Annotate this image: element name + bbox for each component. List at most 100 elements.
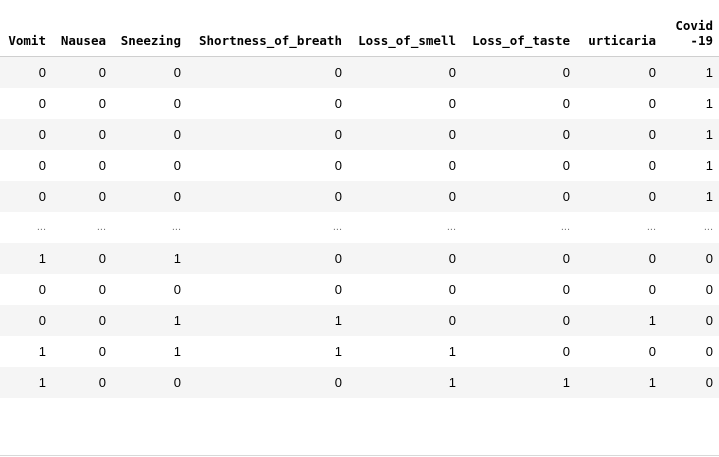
table-cell: 0 (348, 56, 462, 88)
table-cell: 0 (112, 56, 187, 88)
column-header: Nausea (52, 14, 112, 57)
table-cell: ... (0, 211, 52, 243)
table-cell: ... (52, 211, 112, 243)
table-cell: 0 (348, 304, 462, 336)
table-cell: 0 (52, 118, 112, 150)
table-cell: 0 (576, 180, 662, 212)
table-cell: 0 (0, 180, 52, 212)
table-cell: 0 (187, 149, 348, 181)
table-cell: 0 (462, 180, 576, 212)
table-cell: 1 (662, 87, 719, 119)
table-cell: 1 (348, 366, 462, 398)
table-cell: 0 (187, 56, 348, 88)
dataframe-table: Vomit Nausea Sneezing Shortness_of_breath Lo… (0, 14, 719, 398)
table-cell: 1 (662, 118, 719, 150)
column-header: Sneezing (112, 14, 187, 57)
table-cell: 0 (52, 149, 112, 181)
table-cell: 1 (662, 149, 719, 181)
table-cell: 0 (576, 118, 662, 150)
table-cell: 0 (576, 335, 662, 367)
table-cell: 1 (0, 335, 52, 367)
table-cell: 0 (576, 56, 662, 88)
table-cell: 0 (462, 56, 576, 88)
table-cell: 1 (576, 304, 662, 336)
table-cell: 0 (0, 56, 52, 88)
table-cell: 0 (112, 273, 187, 305)
column-header: Loss_of_taste (462, 14, 576, 57)
table-cell: 0 (112, 149, 187, 181)
table-cell: 0 (576, 149, 662, 181)
table-cell: 0 (112, 87, 187, 119)
table-cell: 1 (187, 335, 348, 367)
table-cell: 0 (52, 180, 112, 212)
table-cell: ... (462, 211, 576, 243)
table-cell: 0 (112, 118, 187, 150)
table-cell: 0 (187, 366, 348, 398)
table-cell: 0 (348, 87, 462, 119)
table-cell: 1 (0, 242, 52, 274)
table-cell: 0 (576, 87, 662, 119)
table-cell: 1 (662, 56, 719, 88)
table-cell: 0 (662, 335, 719, 367)
table-cell: ... (662, 211, 719, 243)
column-header: Shortness_of_breath (187, 14, 348, 57)
table-cell: 0 (112, 366, 187, 398)
table-cell: 0 (348, 180, 462, 212)
table-cell: 0 (52, 366, 112, 398)
table-cell: 0 (348, 242, 462, 274)
table-cell: 0 (52, 335, 112, 367)
table-cell: 0 (348, 273, 462, 305)
table-cell: 0 (576, 242, 662, 274)
column-header: Loss_of_smell (348, 14, 462, 57)
table-cell: 0 (0, 304, 52, 336)
table-cell: 0 (112, 180, 187, 212)
table-cell: 1 (662, 180, 719, 212)
output-bottom-divider (0, 455, 719, 456)
table-cell: 0 (462, 273, 576, 305)
table-cell: 0 (348, 149, 462, 181)
table-cell: 1 (348, 335, 462, 367)
table-cell: 0 (462, 335, 576, 367)
table-header-row: Vomit Nausea Sneezing Shortness_of_breath Lo… (0, 14, 719, 57)
table-ellipsis-row: ........................ (0, 211, 719, 243)
table-cell: 0 (0, 118, 52, 150)
table-cell: 0 (187, 242, 348, 274)
table-cell: 0 (52, 56, 112, 88)
table-cell: 0 (576, 273, 662, 305)
table-cell: 0 (662, 273, 719, 305)
table-cell: 1 (112, 242, 187, 274)
table-cell: 0 (0, 149, 52, 181)
table-cell: 0 (462, 87, 576, 119)
table-cell: 0 (187, 118, 348, 150)
table-cell: 1 (576, 366, 662, 398)
table-cell: 0 (0, 87, 52, 119)
table-cell: ... (187, 211, 348, 243)
column-header: Covid-19 (662, 14, 719, 57)
table-cell: 0 (462, 118, 576, 150)
table-cell: 1 (187, 304, 348, 336)
table-cell: 1 (462, 366, 576, 398)
table-cell: 0 (187, 180, 348, 212)
column-header: urticaria (576, 14, 662, 57)
table-cell: 0 (462, 242, 576, 274)
table-cell: 0 (348, 118, 462, 150)
table-cell: 0 (187, 273, 348, 305)
table-cell: 1 (112, 304, 187, 336)
table-cell: ... (112, 211, 187, 243)
table-cell: ... (576, 211, 662, 243)
table-cell: 0 (52, 242, 112, 274)
table-cell: 0 (462, 149, 576, 181)
table-cell: ... (348, 211, 462, 243)
table-cell: 1 (0, 366, 52, 398)
table-cell: 0 (0, 273, 52, 305)
table-cell: 0 (52, 87, 112, 119)
